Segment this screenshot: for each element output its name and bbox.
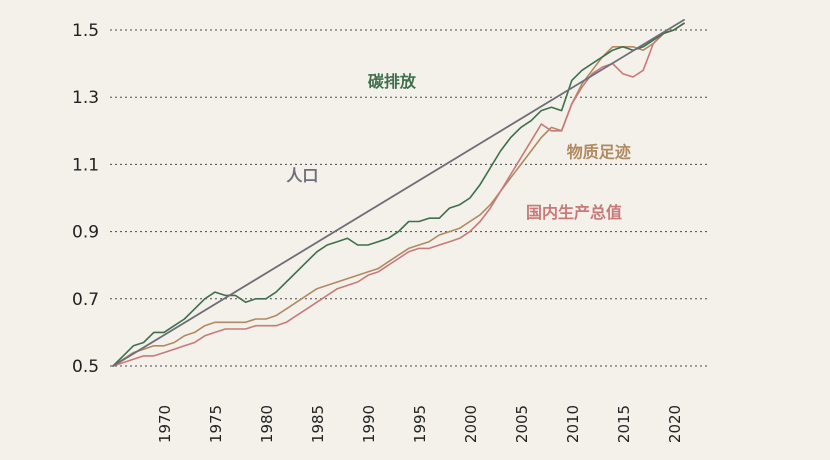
series-label-2: 物质足迹 — [567, 143, 631, 162]
series-line-1 — [112, 22, 685, 367]
series-label-1: 人口 — [286, 166, 318, 185]
x-axis-ticks: 1970 1975 1980 1985 1990 1995 2000 2005 2010 2015… — [156, 405, 684, 443]
y-tick-label: 1.1 — [72, 155, 99, 175]
x-tick-label: 1975 — [207, 405, 225, 443]
y-axis-ticks: 0.5 0.7 0.9 1.1 1.3 1.5 — [72, 21, 99, 377]
x-tick-label: 2010 — [564, 405, 582, 443]
x-tick-label: 1995 — [411, 405, 429, 443]
y-tick-label: 0.7 — [72, 290, 99, 310]
x-tick-label: 2020 — [666, 405, 684, 443]
y-tick-label: 1.5 — [72, 21, 99, 41]
x-tick-label: 1970 — [156, 405, 174, 443]
x-tick-label: 1985 — [309, 405, 327, 443]
series-label-3: 国内生产总值 — [526, 203, 622, 222]
x-tick-label: 1990 — [360, 405, 378, 443]
series-lines — [112, 18, 685, 367]
x-tick-label: 2000 — [462, 405, 480, 443]
x-tick-label: 2005 — [513, 405, 531, 443]
y-tick-label: 0.5 — [72, 357, 99, 377]
series-label-0: 碳排放 — [368, 72, 417, 91]
x-tick-label: 1980 — [258, 405, 276, 443]
series-line-2 — [112, 22, 685, 367]
x-tick-label: 2015 — [615, 405, 633, 443]
y-tick-label: 0.9 — [72, 223, 99, 243]
grid-lines — [110, 29, 710, 367]
series-line-0 — [112, 18, 685, 367]
y-tick-label: 1.3 — [72, 88, 99, 108]
